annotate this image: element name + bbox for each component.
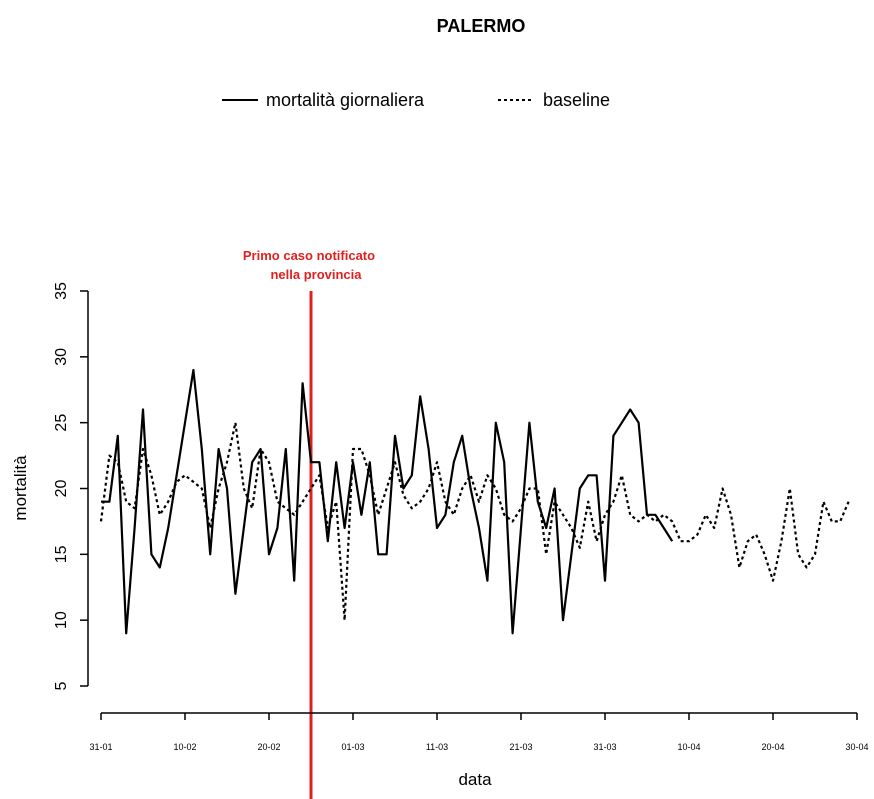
x-tick-label: 31-01 [89,742,112,752]
x-ticks: 31-01 10-02 20-02 01-03 11-03 21-03 31-03 10-04… [89,713,869,752]
y-ticks: 5 10 15 20 25 30 35 [53,282,88,690]
annotation-line-2: nella provincia [270,267,362,282]
series [99,368,850,635]
series-line-baseline [99,421,850,622]
y-tick-label: 25 [53,414,70,432]
x-axis-label: data [458,770,492,789]
x-tick-label: 01-03 [341,742,364,752]
x-tick-label: 10-02 [173,742,196,752]
annotation-line-1: Primo caso notificato [243,248,375,263]
x-tick-label: 30-04 [845,742,868,752]
y-tick-label: 15 [53,545,70,563]
x-tick-label: 31-03 [593,742,616,752]
annotation: Primo caso notificato nella provincia [243,248,375,799]
y-tick-label: 35 [53,282,70,300]
legend-label-baseline: baseline [543,90,610,110]
series-line-daily-mortality [101,368,674,635]
y-tick-label: 20 [53,480,70,498]
x-tick-label: 11-03 [426,742,448,752]
x-tick-label: 20-04 [761,742,784,752]
x-tick-label: 20-02 [257,742,280,752]
y-tick-label: 10 [53,611,70,629]
x-tick-label: 10-04 [677,742,700,752]
legend: mortalità giornaliera baseline [222,90,610,110]
y-tick-label: 5 [53,681,70,690]
legend-label-daily-mortality: mortalità giornaliera [266,90,425,110]
y-tick-label: 30 [53,348,70,366]
chart-title: PALERMO [437,16,526,36]
y-axis-label: mortalità [11,455,30,521]
x-tick-label: 21-03 [509,742,532,752]
